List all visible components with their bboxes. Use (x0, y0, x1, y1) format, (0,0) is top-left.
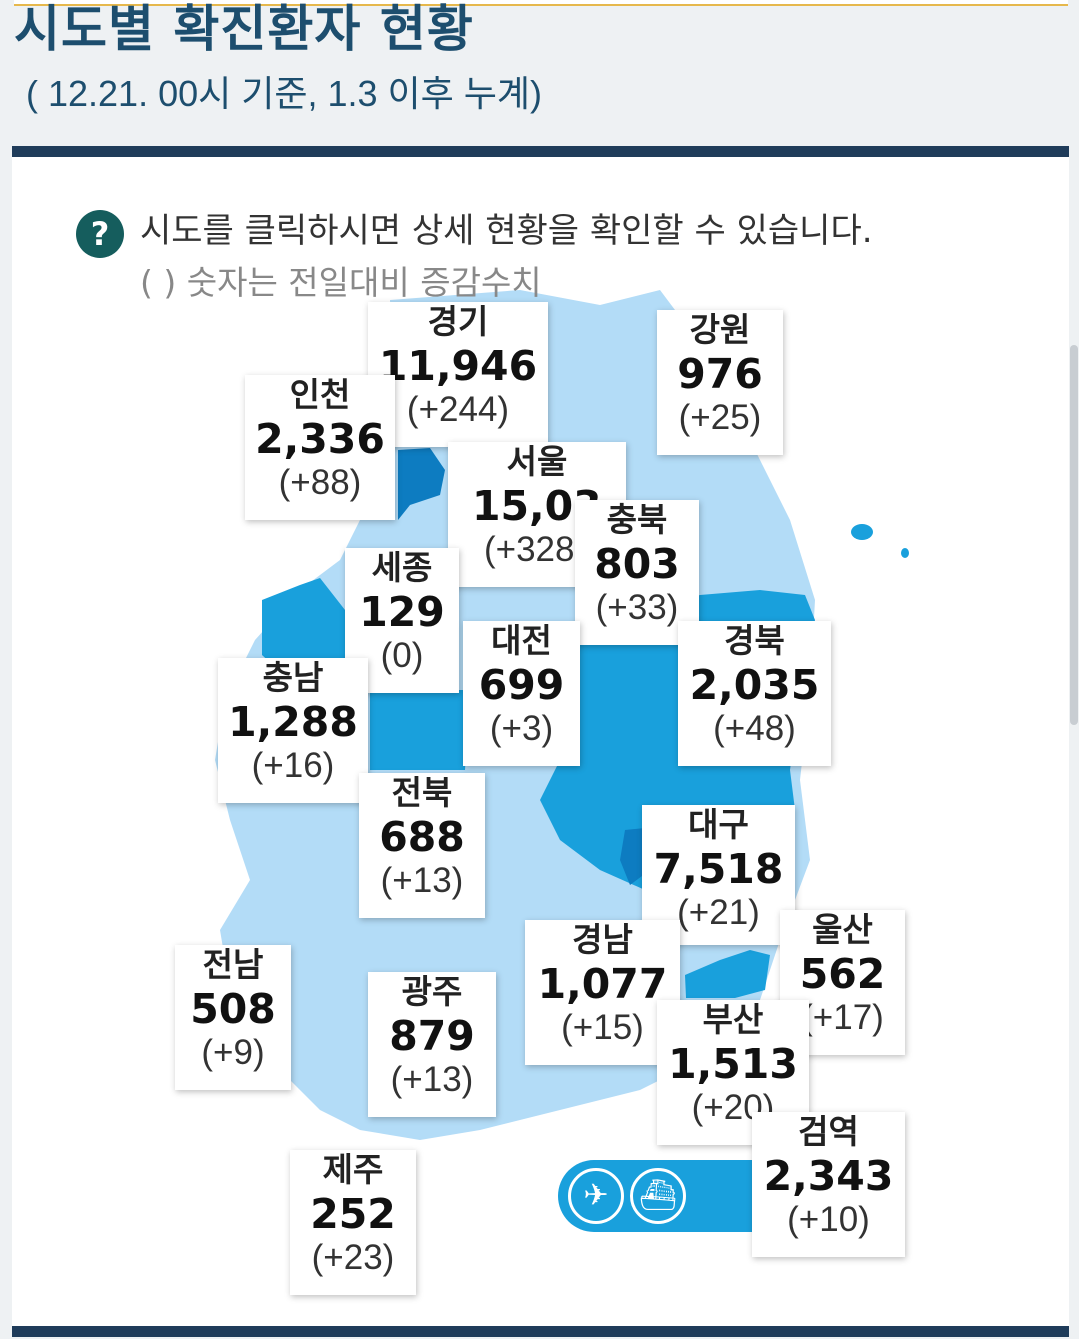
quarantine-transport-bar[interactable]: ✈ ⛴ (558, 1160, 752, 1232)
region-diff: (+25) (678, 398, 762, 437)
region-diff: (+328 (484, 530, 575, 569)
region-count: 562 (799, 950, 886, 998)
region-diff: (+13) (380, 861, 464, 900)
region-diff: (+88) (278, 463, 362, 502)
region-name: 경기 (427, 302, 489, 341)
page-subtitle: ( 12.21. 00시 기준, 1.3 이후 누계) (26, 73, 543, 114)
region-name: 전남 (202, 945, 264, 984)
region-count: 879 (389, 1012, 475, 1060)
region-count: 508 (190, 985, 276, 1033)
region-card-daejeon[interactable]: 대전 699 (+3) (463, 621, 580, 766)
region-name: 대전 (491, 621, 552, 660)
region-card-gyeongbuk[interactable]: 경북 2,035 (+48) (678, 621, 831, 766)
region-count: 252 (310, 1190, 396, 1238)
region-name: 울산 (812, 910, 873, 949)
region-diff: (+21) (677, 893, 760, 932)
region-diff: (+10) (787, 1200, 870, 1239)
region-diff: (+9) (201, 1033, 265, 1072)
region-name: 전북 (391, 773, 453, 812)
region-count: 7,518 (653, 845, 784, 893)
region-name: 검역 (798, 1112, 859, 1151)
region-name: 제주 (322, 1150, 384, 1189)
region-diff: (+13) (390, 1060, 474, 1099)
region-diff: (+244) (406, 390, 510, 429)
region-card-incheon[interactable]: 인천 2,336 (+88) (245, 375, 395, 520)
region-card-daegu[interactable]: 대구 7,518 (+21) (642, 805, 795, 945)
region-count: 2,336 (255, 415, 385, 463)
map-region-busan[interactable] (685, 950, 770, 998)
map-island-dokdo (901, 548, 909, 558)
top-decoration-line (14, 0, 1068, 6)
region-card-jeju[interactable]: 제주 252 (+23) (290, 1150, 416, 1295)
region-count: 1,288 (228, 698, 358, 746)
region-count: 129 (359, 588, 445, 636)
region-count: 1,077 (537, 960, 668, 1008)
region-name: 충남 (262, 658, 324, 697)
map-region-chungnam-south[interactable] (370, 690, 470, 770)
region-count: 1,513 (668, 1040, 798, 1088)
page-title: 시도별 확진환자 현황 (14, 0, 474, 58)
region-diff: (+15) (561, 1008, 644, 1047)
help-instruction: 시도를 클릭하시면 상세 현황을 확인할 수 있습니다. (140, 211, 873, 251)
region-diff: (+33) (595, 588, 679, 627)
map-island-ulleung (851, 524, 873, 540)
region-name: 경남 (572, 920, 633, 959)
region-count: 699 (478, 661, 565, 709)
page-scrollbar[interactable] (1070, 345, 1078, 725)
region-name: 충북 (606, 500, 668, 539)
region-card-gyeongnam[interactable]: 경남 1,077 (+15) (525, 920, 680, 1065)
region-count: 2,343 (763, 1152, 894, 1200)
header-divider (12, 146, 1069, 157)
region-count: 803 (594, 540, 680, 588)
region-name: 서울 (506, 442, 568, 481)
region-name: 세종 (371, 548, 433, 587)
region-card-quarantine[interactable]: 검역 2,343 (+10) (752, 1112, 905, 1257)
region-diff: (+16) (251, 746, 335, 785)
region-count: 2,035 (689, 661, 820, 709)
region-card-gangwon[interactable]: 강원 976 (+25) (657, 310, 783, 455)
region-diff: (+17) (801, 998, 884, 1037)
ship-icon: ⛴ (630, 1168, 686, 1224)
region-count: 688 (379, 813, 465, 861)
region-name: 대구 (688, 805, 749, 844)
region-card-gwangju[interactable]: 광주 879 (+13) (368, 972, 496, 1117)
map-region-incheon[interactable] (398, 448, 445, 520)
region-name: 광주 (401, 972, 463, 1011)
airplane-icon: ✈ (568, 1168, 624, 1224)
region-card-chungnam[interactable]: 충남 1,288 (+16) (218, 658, 368, 803)
region-name: 강원 (689, 310, 751, 349)
region-card-gyeonggi[interactable]: 경기 11,946 (+244) (368, 302, 548, 447)
region-card-chungbuk[interactable]: 충북 803 (+33) (575, 500, 699, 645)
region-diff: (+3) (489, 709, 554, 748)
region-name: 경북 (724, 621, 785, 660)
region-diff: (+23) (311, 1238, 395, 1277)
region-count: 11,946 (378, 342, 538, 390)
region-diff: (0) (380, 636, 424, 675)
help-note: ( ) 숫자는 전일대비 증감수치 (140, 263, 542, 302)
region-card-jeonbuk[interactable]: 전북 688 (+13) (359, 773, 485, 918)
region-diff: (+48) (713, 709, 796, 748)
region-count: 976 (677, 350, 763, 398)
footer-divider (12, 1326, 1069, 1337)
region-name: 부산 (702, 1000, 764, 1039)
region-name: 인천 (289, 375, 351, 414)
help-icon[interactable]: ? (76, 210, 124, 258)
region-card-jeonnam[interactable]: 전남 508 (+9) (175, 945, 291, 1090)
